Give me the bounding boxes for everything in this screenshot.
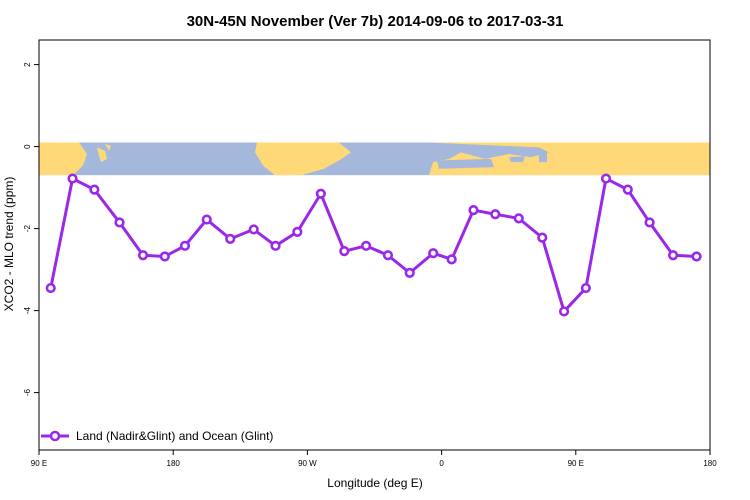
y-tick-label: -6 <box>23 388 32 396</box>
y-tick-label: -4 <box>23 306 32 314</box>
map-land-0 <box>39 142 87 176</box>
data-point <box>382 250 394 261</box>
x-axis: 90 E 180 90 W 0 90 E 180 <box>31 450 717 468</box>
series-line <box>49 177 697 313</box>
plot-frame <box>38 39 711 451</box>
data-point <box>89 184 100 195</box>
y-tick-label: 0 <box>23 144 32 149</box>
y-axis: 2 0 -2 -4 -6 <box>23 62 39 396</box>
data-point <box>270 240 281 251</box>
data-point <box>580 282 591 294</box>
data-point <box>179 240 191 251</box>
data-point <box>667 250 679 261</box>
legend-marker <box>49 430 61 442</box>
map-water-2 <box>539 152 547 163</box>
series-points <box>45 173 702 317</box>
x-tick-label: 0 <box>439 459 444 468</box>
x-tick-label: 180 <box>703 459 717 468</box>
x-axis-label: Longitude (deg E) <box>327 476 422 490</box>
legend: Land (Nadir&Glint) and Ocean (Glint) <box>41 429 273 443</box>
y-tick-label: 2 <box>23 62 32 67</box>
x-tick-label: 180 <box>167 459 181 468</box>
map-water-1 <box>509 156 525 163</box>
data-point <box>201 214 212 225</box>
data-point <box>490 209 501 220</box>
data-point <box>248 224 259 235</box>
data-point <box>404 267 415 278</box>
x-tick-label: 90 W <box>298 459 317 468</box>
data-point <box>114 217 125 228</box>
data-point <box>558 306 570 317</box>
data-point <box>225 233 236 244</box>
y-axis-label: XCO2 - MLO trend (ppm) <box>2 177 16 312</box>
data-point <box>292 226 303 237</box>
data-point <box>600 173 612 184</box>
data-point <box>446 254 457 265</box>
map-land-3 <box>255 142 351 176</box>
data-point <box>67 173 78 184</box>
data-point <box>315 188 326 199</box>
data-point <box>428 248 439 259</box>
background-world-map <box>39 142 710 176</box>
data-point <box>339 246 350 257</box>
map-land-1 <box>97 147 107 163</box>
chart-title: 30N-45N November (Ver 7b) 2014-09-06 to … <box>187 13 564 30</box>
data-point <box>537 232 548 243</box>
map-land-5 <box>637 147 647 163</box>
data-point <box>622 184 633 195</box>
data-point <box>644 217 655 228</box>
data-point <box>159 251 170 262</box>
x-tick-label: 90 E <box>568 459 584 468</box>
data-point <box>468 205 479 216</box>
data-point <box>45 282 56 294</box>
y-tick-label: -2 <box>23 224 32 232</box>
data-point <box>361 240 372 251</box>
legend-label: Land (Nadir&Glint) and Ocean (Glint) <box>76 429 273 443</box>
map-land-2 <box>105 144 111 151</box>
data-point <box>137 250 149 261</box>
map-water-0 <box>437 158 494 169</box>
data-point <box>513 213 524 224</box>
data-point <box>691 251 702 262</box>
x-tick-label: 90 E <box>31 459 47 468</box>
